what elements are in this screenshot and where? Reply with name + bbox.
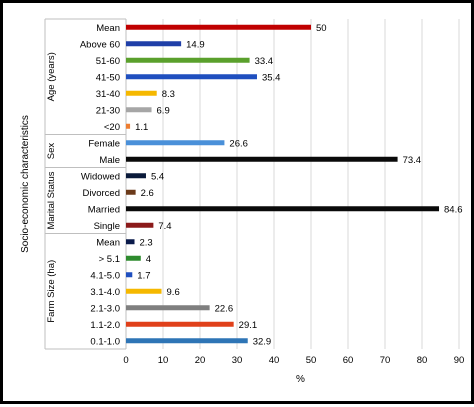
category-label: 21-30: [96, 105, 120, 116]
category-label: Married: [88, 204, 120, 215]
group-label: Marital Status: [46, 171, 57, 229]
value-label: 1.7: [137, 270, 150, 281]
x-tick-label: 10: [158, 355, 169, 366]
category-label: > 5.1: [99, 254, 120, 265]
value-label: 32.9: [253, 336, 271, 347]
bar: [126, 338, 248, 344]
group-separators: [44, 18, 127, 350]
value-labels: 50 14.9 33.4 35.4 8.3 6.9 1.1 26.6 73.4 5.4 2.6 84.…: [135, 23, 462, 348]
bar: [126, 41, 182, 47]
value-label: 26.6: [229, 138, 248, 149]
bar: [126, 74, 257, 80]
category-label: 31-40: [96, 89, 120, 100]
x-tick-label: 60: [343, 355, 354, 366]
category-label: 51-60: [96, 56, 120, 67]
group-labels: Age (years) Sex Marital Status Farm Size (h…: [46, 52, 57, 322]
value-label: 1.1: [135, 122, 148, 133]
x-tick-labels: 0 10 20 30 40 50 60 70 80 90: [123, 355, 464, 366]
group-label: Sex: [46, 143, 57, 160]
category-label: Mean: [96, 237, 120, 248]
x-axis-title: %: [296, 374, 305, 385]
value-label: 9.6: [167, 287, 180, 298]
value-label: 29.1: [239, 320, 257, 331]
value-label: 5.4: [151, 171, 164, 182]
category-label: Female: [88, 138, 120, 149]
value-label: 14.9: [186, 39, 205, 50]
bar: [126, 189, 136, 195]
x-tick-label: 90: [454, 355, 465, 366]
bar: [126, 206, 440, 212]
value-label: 2.3: [140, 237, 153, 248]
bar: [126, 272, 133, 278]
bar: [126, 239, 135, 245]
bar: [126, 255, 141, 261]
group-label: Age (years): [46, 52, 57, 101]
category-label: Above 60: [80, 39, 120, 50]
value-label: 4: [146, 254, 151, 265]
group-label: Farm Size (ha): [46, 260, 57, 323]
bar: [126, 305, 210, 311]
bars: [126, 24, 440, 344]
bar: [126, 321, 234, 327]
category-label: Male: [99, 155, 120, 166]
x-tick-label: 30: [232, 355, 243, 366]
value-label: 73.4: [403, 155, 422, 166]
value-label: 7.4: [158, 221, 171, 232]
value-label: 50: [316, 23, 327, 34]
category-label: Divorced: [83, 188, 121, 199]
bar-chart: Mean Above 60 51-60 41-50 31-40 21-30 <20 Femal…: [20, 18, 464, 385]
value-label: 33.4: [255, 56, 274, 67]
bar: [126, 288, 162, 294]
value-label: 22.6: [215, 303, 234, 314]
bar: [126, 24, 311, 30]
value-label: 84.6: [444, 204, 463, 215]
x-tick-label: 50: [306, 355, 317, 366]
bar: [126, 222, 154, 228]
gridlines: [162, 19, 460, 349]
category-label: 1.1-2.0: [90, 320, 120, 331]
x-tick-label: 80: [417, 355, 428, 366]
bar: [126, 140, 225, 146]
value-label: 6.9: [157, 105, 170, 116]
value-label: 8.3: [162, 89, 175, 100]
category-label: <20: [104, 122, 120, 133]
value-label: 2.6: [141, 188, 154, 199]
category-label: Mean: [96, 23, 120, 34]
category-label: 2.1-3.0: [90, 303, 120, 314]
bar: [126, 57, 250, 63]
bar: [126, 90, 157, 96]
category-label: 41-50: [96, 72, 120, 83]
x-tick-label: 70: [380, 355, 391, 366]
bar: [126, 123, 131, 129]
x-tick-label: 0: [123, 355, 128, 366]
category-label: Single: [94, 221, 120, 232]
bar: [126, 156, 398, 162]
category-label: Widowed: [81, 171, 120, 182]
x-tick-label: 20: [195, 355, 206, 366]
bar: [126, 107, 152, 113]
category-label: 0.1-1.0: [90, 336, 120, 347]
y-axis-title: Socio-economic characteristics: [20, 115, 31, 253]
value-label: 35.4: [262, 72, 281, 83]
category-label: 3.1-4.0: [90, 287, 120, 298]
category-label: 4.1-5.0: [90, 270, 120, 281]
bar: [126, 173, 146, 179]
category-labels: Mean Above 60 51-60 41-50 31-40 21-30 <20 Femal…: [80, 23, 120, 348]
x-tick-label: 40: [269, 355, 280, 366]
